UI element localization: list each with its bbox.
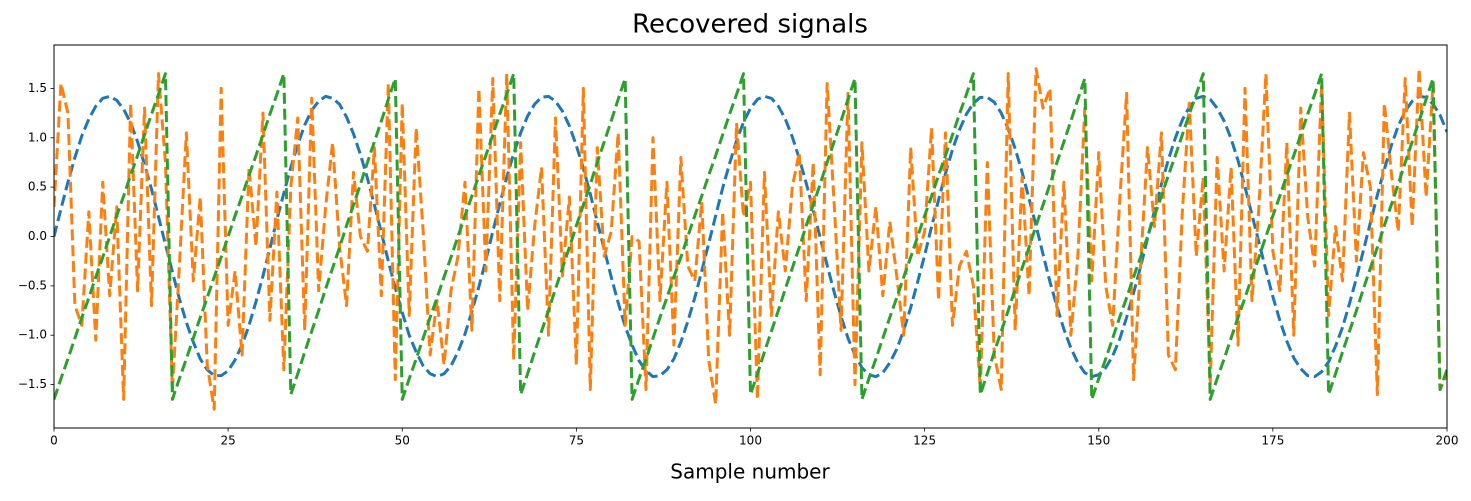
chart-title: Recovered signals [632, 10, 868, 40]
signal-line [54, 67, 1447, 411]
x-tick-label: 150 [1087, 434, 1110, 448]
y-tick-label: 0.5 [28, 180, 47, 194]
y-tick-label: 1.0 [28, 130, 47, 144]
y-tick-label: 1.5 [28, 81, 47, 95]
signal-line [54, 94, 1447, 379]
x-tick-label: 25 [220, 434, 235, 448]
y-tick-label: −1.5 [18, 377, 47, 391]
y-tick-label: −1.0 [18, 328, 47, 342]
x-tick-label: 175 [1261, 434, 1284, 448]
x-tick-label: 200 [1436, 434, 1459, 448]
x-tick-label: 75 [569, 434, 584, 448]
y-tick-label: −0.5 [18, 278, 47, 292]
x-tick-label: 125 [913, 434, 936, 448]
x-tick-label: 100 [739, 434, 762, 448]
y-tick-label: 0.0 [28, 229, 47, 243]
plot-area [54, 67, 1447, 411]
x-axis-label: Sample number [670, 460, 830, 484]
x-tick-label: 0 [50, 434, 58, 448]
x-tick-label: 50 [395, 434, 410, 448]
signal-line [54, 72, 1447, 401]
